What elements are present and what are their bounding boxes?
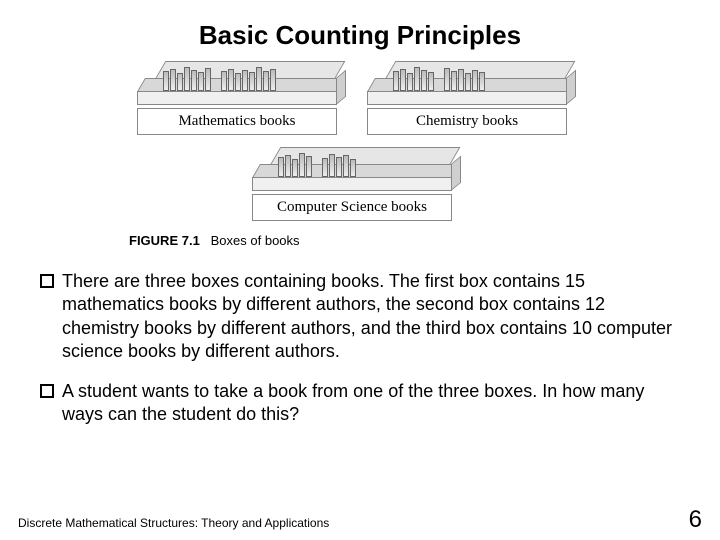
books-group <box>163 65 276 91</box>
figure-row-top: Mathematics books Chemistry books <box>125 61 595 135</box>
bullet-square-icon <box>40 274 54 288</box>
figure-caption-text: Boxes of books <box>211 233 300 248</box>
book-spine <box>336 157 342 177</box>
book-spine <box>285 155 291 177</box>
book-spine <box>184 67 190 91</box>
box-3d <box>145 61 345 106</box>
box-side-face <box>451 156 461 191</box>
box-3d <box>260 147 460 192</box>
book-spine <box>306 156 312 177</box>
book-spine <box>221 71 227 91</box>
bullet-item: There are three boxes containing books. … <box>40 270 680 364</box>
box-front-face <box>367 91 567 105</box>
books-group <box>393 65 485 91</box>
book-spine <box>428 72 434 91</box>
bullet-square-icon <box>40 384 54 398</box>
book-spine <box>421 70 427 91</box>
book-spine <box>407 73 413 91</box>
book-spine <box>343 155 349 177</box>
book-spine <box>299 153 305 177</box>
slide-title: Basic Counting Principles <box>0 0 720 61</box>
bullet-text: A student wants to take a book from one … <box>62 380 680 427</box>
book-spine <box>444 68 450 91</box>
book-spine <box>479 72 485 91</box>
box-front-face <box>137 91 337 105</box>
book-spine <box>256 67 262 91</box>
book-spine <box>177 73 183 91</box>
books-group <box>278 151 356 177</box>
book-spine <box>465 73 471 91</box>
book-spine <box>451 71 457 91</box>
book-spine <box>400 69 406 91</box>
book-spine <box>329 154 335 177</box>
book-spine <box>191 70 197 91</box>
box-3d <box>375 61 575 106</box>
book-spine <box>472 70 478 91</box>
book-spine <box>270 69 276 91</box>
book-spine <box>393 71 399 91</box>
footer-text: Discrete Mathematical Structures: Theory… <box>18 516 329 530</box>
bullet-list: There are three boxes containing books. … <box>0 260 720 426</box>
box-computer-science: Computer Science books <box>260 147 460 221</box>
box-label: Chemistry books <box>367 108 567 135</box>
figure-caption: FIGURE 7.1 Boxes of books <box>129 233 595 248</box>
box-side-face <box>566 70 576 105</box>
book-spine <box>249 72 255 91</box>
bullet-item: A student wants to take a book from one … <box>40 380 680 427</box>
box-label: Computer Science books <box>252 194 452 221</box>
book-spine <box>228 69 234 91</box>
book-spine <box>278 157 284 177</box>
box-label: Mathematics books <box>137 108 337 135</box>
book-spine <box>170 69 176 91</box>
book-spine <box>350 159 356 177</box>
book-spine <box>242 70 248 91</box>
book-spine <box>414 67 420 91</box>
box-chemistry: Chemistry books <box>375 61 575 135</box>
book-spine <box>198 72 204 91</box>
book-spine <box>263 71 269 91</box>
figure-row-bottom: Computer Science books <box>125 147 595 221</box>
figure-number: FIGURE 7.1 <box>129 233 200 248</box>
book-spine <box>235 73 241 91</box>
page-number: 6 <box>689 506 702 534</box>
book-spine <box>458 69 464 91</box>
box-front-face <box>252 177 452 191</box>
book-spine <box>322 158 328 177</box>
book-spine <box>163 71 169 91</box>
book-spine <box>292 159 298 177</box>
figure-boxes: Mathematics books Chemistry books Comput… <box>125 61 595 248</box>
book-spine <box>205 68 211 91</box>
box-side-face <box>336 70 346 105</box>
bullet-text: There are three boxes containing books. … <box>62 270 680 364</box>
box-mathematics: Mathematics books <box>145 61 345 135</box>
